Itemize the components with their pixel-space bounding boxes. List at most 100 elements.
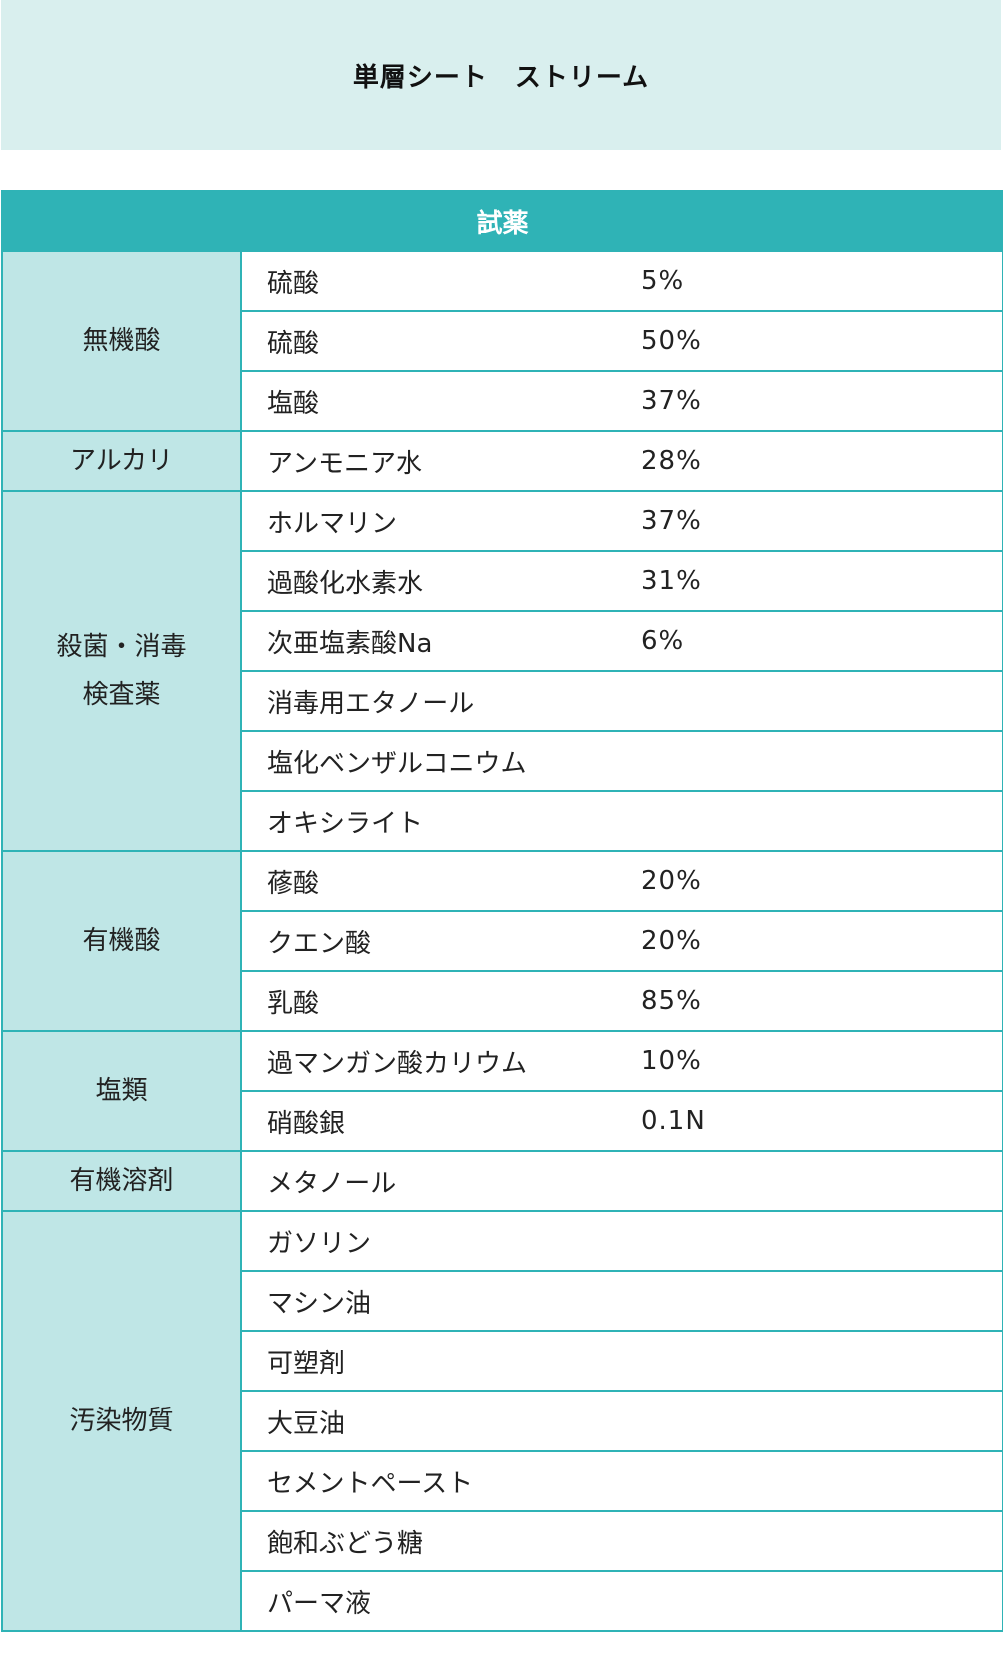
reagent-concentration: 20% [641, 926, 702, 956]
reagent-concentration: 10% [641, 1046, 702, 1076]
category-cell: 汚染物質 [1, 1210, 242, 1632]
category-cell: アルカリ [1, 430, 242, 492]
reagent-cell: メタノール [239, 1150, 1003, 1212]
reagent-cell: アンモニア水 28% [239, 430, 1003, 492]
reagent-cell: 飽和ぶどう糖 [239, 1510, 1003, 1572]
reagent-cell: クエン酸 20% [239, 910, 1003, 972]
title-banner: 単層シート ストリーム [1, 0, 1001, 150]
reagent-concentration: 31% [641, 566, 702, 596]
table-row: パーマ液 [2, 1570, 1003, 1632]
table-row: 無機酸 硫酸 5% [1, 250, 1003, 432]
reagent-concentration: 28% [641, 446, 702, 476]
reagent-name: 飽和ぶどう糖 [267, 1528, 424, 1559]
reagent-name: 消毒用エタノール [267, 688, 475, 719]
reagent-concentration: 5% [641, 266, 685, 296]
reagent-concentration: 20% [641, 866, 702, 896]
reagent-cell: パーマ液 [239, 1570, 1003, 1632]
table-row: 消毒用エタノール [2, 670, 1003, 732]
reagent-name: 蓚酸 [267, 868, 320, 899]
table-row: 乳酸 85% [2, 970, 1003, 1032]
reagent-concentration: 50% [641, 326, 702, 356]
reagent-cell: 可塑剤 [239, 1330, 1003, 1392]
table-row: クエン酸 20% [2, 910, 1003, 972]
reagent-name: クエン酸 [267, 928, 372, 959]
reagent-cell: 塩化ベンザルコニウム [239, 730, 1003, 792]
table-header: 試薬 [0, 190, 1003, 252]
category-cell: 無機酸 [1, 250, 242, 432]
table-row: 過酸化水素水 31% [2, 550, 1003, 612]
reagent-cell: セメントペースト [239, 1450, 1003, 1512]
table-row: 飽和ぶどう糖 [2, 1510, 1003, 1572]
category-label: 汚染物質 [69, 1406, 174, 1436]
reagent-cell: 硫酸 5% [239, 250, 1003, 312]
table-row: 有機溶剤 メタノール [1, 1150, 1003, 1212]
reagent-name: 過マンガン酸カリウム [267, 1048, 528, 1079]
reagent-name: 次亜塩素酸Na [267, 628, 433, 659]
reagent-cell: 硫酸 50% [239, 310, 1003, 372]
reagent-name: メタノール [267, 1168, 397, 1199]
reagent-name: ガソリン [267, 1228, 372, 1259]
reagent-concentration: 85% [641, 986, 702, 1016]
table-body: 無機酸 硫酸 5% 硫酸 50% 塩酸 37% アルカリ アンモニア水 28% 殺菌・消毒 検査薬 ホル… [1, 250, 1003, 1632]
category-label: アルカリ [70, 446, 173, 476]
reagent-concentration: 37% [641, 386, 702, 416]
reagent-cell: 硝酸銀 0.1N [239, 1090, 1003, 1152]
reagent-name: 塩酸 [267, 388, 320, 419]
reagent-cell: 消毒用エタノール [239, 670, 1003, 732]
reagent-concentration: 37% [641, 506, 702, 536]
reagent-name: 大豆油 [267, 1408, 346, 1439]
reagent-name: セメントペースト [267, 1468, 474, 1499]
reagent-cell: 塩酸 37% [239, 370, 1003, 432]
reagent-name: 硫酸 [267, 328, 320, 359]
reagent-cell: ガソリン [239, 1210, 1003, 1272]
category-label: 有機溶剤 [69, 1166, 174, 1196]
reagent-cell: 過マンガン酸カリウム 10% [239, 1030, 1003, 1092]
page-title: 単層シート ストリーム [352, 62, 650, 93]
reagent-name: ホルマリン [267, 508, 398, 539]
category-cell: 有機酸 [1, 850, 242, 1032]
category-cell: 殺菌・消毒 検査薬 [1, 490, 242, 852]
reagent-concentration: 6% [641, 626, 685, 656]
reagent-cell: 乳酸 85% [239, 970, 1003, 1032]
table-row: 塩化ベンザルコニウム [2, 730, 1003, 792]
reagent-cell: 次亜塩素酸Na 6% [239, 610, 1003, 672]
reagent-cell: 過酸化水素水 31% [239, 550, 1003, 612]
table-row: 塩類 過マンガン酸カリウム 10% [1, 1030, 1003, 1152]
reagent-name: パーマ液 [267, 1588, 372, 1619]
reagent-cell: ホルマリン 37% [239, 490, 1003, 552]
category-label: 無機酸 [82, 326, 161, 356]
reagent-name: 過酸化水素水 [267, 568, 424, 599]
category-label: 検査薬 [82, 680, 161, 710]
category-cell: 有機溶剤 [1, 1150, 242, 1212]
table-row: オキシライト [2, 790, 1003, 852]
table-header-row: 試薬 [0, 190, 1003, 252]
reagent-name: 塩化ベンザルコニウム [267, 748, 527, 779]
reagent-name: 硫酸 [267, 268, 320, 299]
reagent-name: 硝酸銀 [267, 1108, 346, 1139]
table-row: 塩酸 37% [2, 370, 1003, 432]
table-row: 次亜塩素酸Na 6% [2, 610, 1003, 672]
reagent-name: アンモニア水 [267, 448, 422, 479]
table-row: 汚染物質 ガソリン [1, 1210, 1003, 1632]
table-row: マシン油 [2, 1270, 1003, 1332]
reagent-name: 乳酸 [267, 988, 320, 1019]
reagent-cell: 大豆油 [239, 1390, 1003, 1452]
category-label: 有機酸 [82, 926, 161, 956]
table-row: 大豆油 [2, 1390, 1003, 1452]
reagent-concentration: 0.1N [641, 1106, 706, 1136]
reagent-name: 可塑剤 [267, 1348, 346, 1379]
category-cell: 塩類 [1, 1030, 242, 1152]
category-label: 殺菌・消毒 [56, 632, 187, 662]
category-label: 塩類 [95, 1076, 148, 1106]
reagent-cell: オキシライト [239, 790, 1003, 852]
reagent-name: オキシライト [267, 808, 424, 839]
table-row: 殺菌・消毒 検査薬 ホルマリン 37% [1, 490, 1003, 852]
reagent-cell: マシン油 [239, 1270, 1003, 1332]
table-row: 硫酸 50% [2, 310, 1003, 372]
table-row: 有機酸 蓚酸 20% [1, 850, 1003, 1032]
reagent-name: マシン油 [267, 1288, 372, 1319]
table-row: アルカリ アンモニア水 28% [1, 430, 1003, 492]
reagent-table: 試薬 無機酸 硫酸 5% 硫酸 50% 塩酸 37% アルカリ アンモニア水 28% 殺菌・消毒検査… [0, 190, 1003, 1632]
table-row: セメントペースト [2, 1450, 1003, 1512]
table-row: 硝酸銀 0.1N [2, 1090, 1003, 1152]
